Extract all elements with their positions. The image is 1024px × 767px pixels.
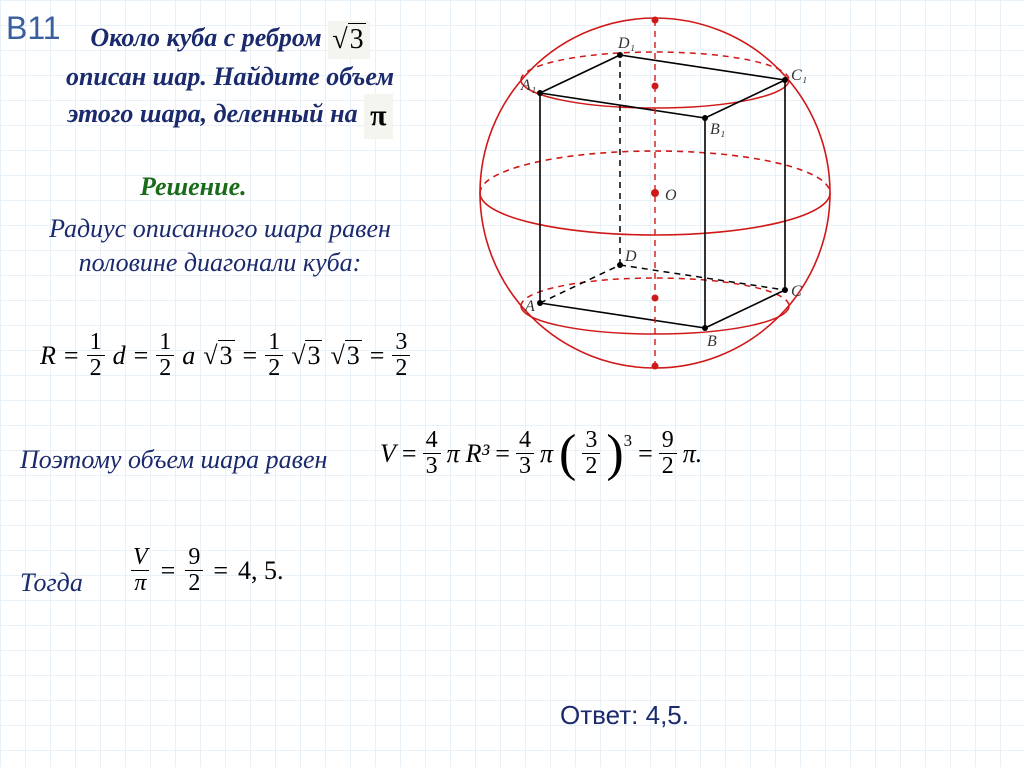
sym-V: V — [380, 439, 396, 469]
sqrt3-c: √3 — [330, 341, 361, 371]
eq8: = — [161, 556, 176, 586]
frac-9-2b: 92 — [185, 545, 203, 596]
sqrt3-a: √3 — [203, 341, 234, 371]
sym-a: a — [182, 341, 195, 371]
problem-statement: Около куба с ребром √3 описан шар. Найди… — [30, 20, 430, 139]
label-D1: D₁ — [617, 35, 635, 52]
sqrt3-inline: √3 — [328, 21, 369, 59]
sym-d: d — [113, 341, 126, 371]
paren-l: ( — [559, 433, 576, 475]
label-B: B — [707, 333, 717, 350]
problem-line2: описан шар. Найдите объем — [66, 62, 394, 91]
pi-v1: π — [447, 439, 460, 469]
pi-v2: π — [540, 439, 553, 469]
eq9: = — [213, 556, 228, 586]
label-C: C — [791, 283, 802, 300]
R-cubed: R³ — [466, 439, 490, 469]
answer-value: 4,5. — [646, 700, 689, 730]
problem-line3a: этого шара, деленный на — [68, 99, 358, 128]
frac-half-2: 12 — [156, 330, 174, 381]
label-A: A — [524, 298, 535, 315]
eq7: = — [638, 439, 653, 469]
solution-heading: Решение. — [140, 172, 247, 202]
answer: Ответ: 4,5. — [560, 700, 689, 731]
frac-3-2b: 32 — [582, 428, 600, 479]
formula-radius: R = 12 d = 12 a √3 = 12 √3 √3 = 32 — [40, 330, 410, 381]
eq2: = — [134, 341, 149, 371]
eq5: = — [402, 439, 417, 469]
solution-line2: Поэтому объем шара равен — [20, 445, 327, 475]
pi-end: π. — [683, 439, 703, 469]
solution-line3: Тогда — [20, 568, 83, 598]
frac-V-pi: V π — [130, 545, 151, 596]
frac-9-2a: 92 — [659, 428, 677, 479]
eq4: = — [370, 341, 385, 371]
frac-4-3b: 43 — [516, 428, 534, 479]
frac-3-2: 32 — [392, 330, 410, 381]
exp3: 3 — [624, 431, 632, 451]
pi-inline: π — [364, 94, 392, 139]
frac-half-1: 12 — [87, 330, 105, 381]
paren-r: ) — [606, 433, 623, 475]
sqrt3-b: √3 — [291, 341, 322, 371]
answer-label: Ответ: — [560, 700, 638, 730]
formula-volume: V = 43 π R³ = 43 π ( 32 ) 3 = 92 π. — [380, 428, 702, 479]
final-val: 4, 5. — [238, 556, 284, 586]
frac-4-3a: 43 — [423, 428, 441, 479]
eq6: = — [495, 439, 510, 469]
eq1: = — [64, 341, 79, 371]
label-B1: B₁ — [710, 121, 725, 138]
formula-final: V π = 92 = 4, 5. — [130, 545, 284, 596]
frac-half-3: 12 — [265, 330, 283, 381]
cube-sphere-diagram: A B C D A₁ B₁ C₁ D₁ O — [455, 8, 855, 378]
solution-line1: Радиус описанного шара равен половине ди… — [20, 212, 420, 280]
sym-R: R — [40, 341, 56, 371]
label-O: O — [665, 187, 677, 204]
label-D: D — [624, 248, 637, 265]
problem-line1a: Около куба с ребром — [90, 23, 321, 52]
label-C1: C₁ — [791, 67, 807, 84]
label-A1: A₁ — [520, 77, 536, 94]
eq3: = — [243, 341, 258, 371]
